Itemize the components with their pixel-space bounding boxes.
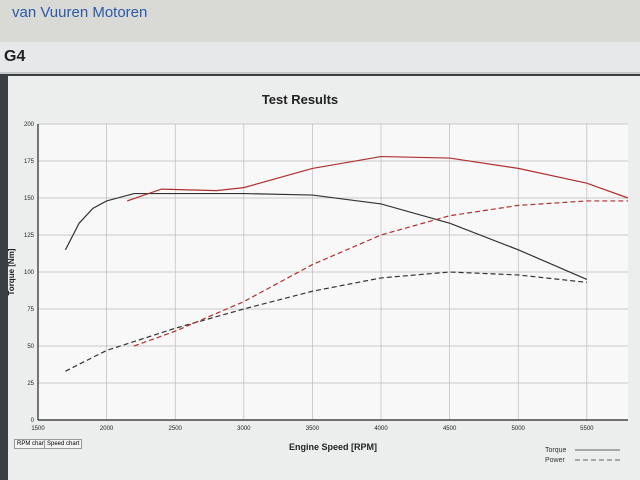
y-tick-label: 50 (27, 344, 34, 350)
power-series-line (65, 271, 587, 372)
y-tick-label: 150 (24, 196, 35, 202)
torque-series-line (126, 155, 629, 202)
y-tick-label: 125 (24, 233, 35, 239)
x-tick-label: 1500 (31, 426, 45, 432)
x-tick-label: 3000 (237, 426, 251, 432)
torque-series-line (64, 192, 588, 280)
y-tick-label: 25 (27, 381, 34, 387)
x-tick-label: 3500 (306, 426, 320, 432)
x-axis-label: Engine Speed [RPM] (289, 442, 377, 452)
x-tick-label: 5500 (580, 426, 594, 432)
y-tick-label: 200 (24, 122, 35, 128)
legend-label: Power (545, 457, 566, 464)
legend-label: Torque (545, 447, 567, 454)
y-tick-label: 100 (24, 270, 35, 276)
chart-title: Test Results (261, 92, 339, 107)
brand: van Vuuren Motoren (12, 4, 148, 21)
header-strip: van Vuuren Motoren (0, 0, 640, 42)
y-axis-label: Torque [Nm] (7, 248, 16, 295)
x-tick-label: 2500 (169, 426, 183, 432)
y-tick-label: 75 (27, 307, 34, 313)
x-tick-label: 4000 (374, 426, 388, 432)
y-tick-label: 0 (31, 418, 35, 424)
x-tick-label: 4500 (443, 426, 457, 432)
x-tick-label: 5000 (512, 426, 526, 432)
logo: G4 (4, 48, 26, 65)
app-toolbar: G4 (0, 42, 640, 74)
y-tick-label: 175 (24, 159, 35, 165)
tab-speed-chart[interactable]: Speed chart (44, 439, 83, 449)
power-series-line (133, 200, 628, 347)
x-tick-label: 2000 (100, 426, 114, 432)
